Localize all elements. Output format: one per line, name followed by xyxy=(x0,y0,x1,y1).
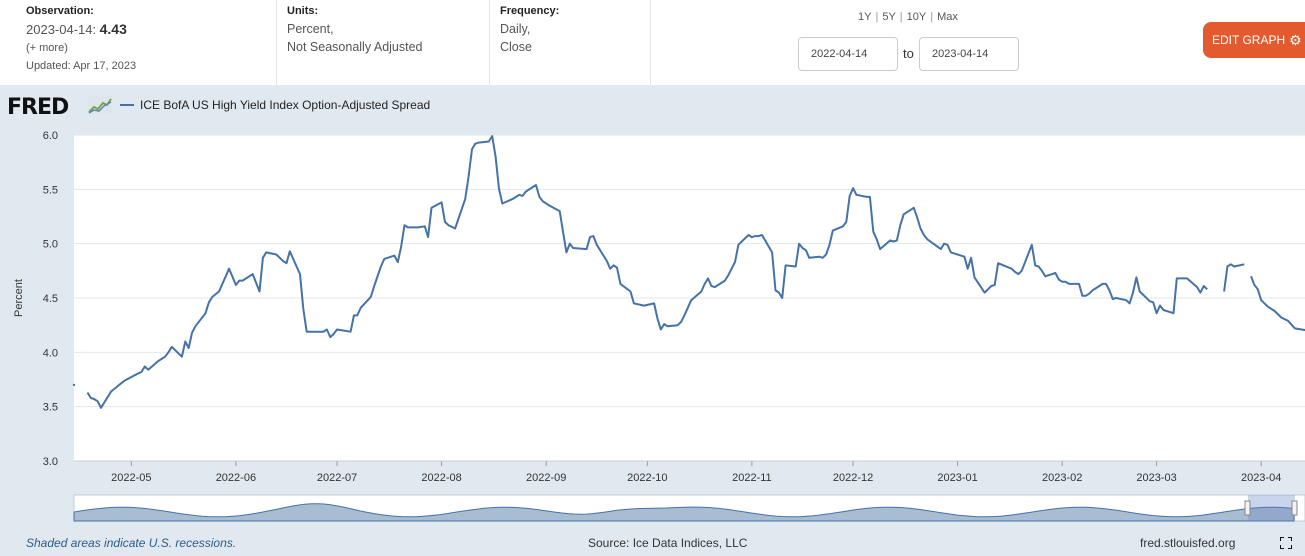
range-separator: | xyxy=(899,11,903,23)
units-panel: Units: Percent, Not Seasonally Adjusted xyxy=(277,0,490,85)
fullscreen-icon[interactable] xyxy=(1280,537,1292,549)
graph-panel: 3.0 3.5 4.0 4.5 5.0 5.5 6.0 2022-05 2022-06 2022-… xyxy=(0,85,1305,556)
start-date-input[interactable] xyxy=(798,37,898,71)
x-tick-label: 2022-08 xyxy=(421,472,461,484)
frequency-line-2: Close xyxy=(500,40,532,54)
x-tick-label: 2023-02 xyxy=(1042,472,1082,484)
x-tick-label: 2022-10 xyxy=(627,472,667,484)
navigator-handle-left xyxy=(1244,500,1251,516)
y-tick-label: 6.0 xyxy=(43,130,58,142)
legend-label: ICE BofA US High Yield Index Option-Adju… xyxy=(140,98,431,112)
observation-label: Observation: xyxy=(26,5,94,17)
fred-logo-chart-icon xyxy=(88,96,112,114)
legend[interactable]: ICE BofA US High Yield Index Option-Adju… xyxy=(120,98,430,112)
x-tick-label: 2022-11 xyxy=(732,472,772,484)
y-tick-label: 4.0 xyxy=(43,347,58,359)
series-line xyxy=(86,135,1208,409)
gear-icon: ⚙ xyxy=(1289,31,1302,48)
x-tick-label: 2022-12 xyxy=(833,472,873,484)
x-tick-label: 2022-06 xyxy=(216,472,256,484)
x-tick-label: 2023-04 xyxy=(1241,472,1281,484)
observation-date: 2023-04-14: xyxy=(26,22,97,37)
units-label: Units: xyxy=(287,5,319,17)
units-line-2: Not Seasonally Adjusted xyxy=(287,40,423,54)
chart-svg: 3.0 3.5 4.0 4.5 5.0 5.5 6.0 2022-05 2022-06 2022-… xyxy=(13,130,1305,522)
source-note: Source: Ice Data Indices, LLC xyxy=(588,536,748,550)
x-tick-label: 2022-05 xyxy=(111,472,151,484)
range-separator: | xyxy=(930,11,934,23)
recession-note: Shaded areas indicate U.S. recessions. xyxy=(26,536,237,550)
x-tick-label: 2023-03 xyxy=(1136,472,1176,484)
range-5y-button[interactable]: 5Y xyxy=(882,11,896,23)
range-separator: | xyxy=(875,11,879,23)
y-tick-label: 5.0 xyxy=(43,239,58,251)
range-10y-button[interactable]: 10Y xyxy=(906,11,927,23)
navigator-area xyxy=(73,503,1295,522)
edit-graph-label: EDIT GRAPH xyxy=(1212,33,1286,47)
units-line-1: Percent, xyxy=(287,22,334,36)
range-max-button[interactable]: Max xyxy=(937,11,958,23)
fred-logo[interactable]: FRED xyxy=(7,95,69,120)
y-tick-label: 3.0 xyxy=(43,456,58,468)
x-tick-label: 2022-09 xyxy=(526,472,566,484)
more-observations-link[interactable]: (+ more) xyxy=(26,42,68,54)
updated-date: Updated: Apr 17, 2023 xyxy=(26,60,137,72)
observation-panel: Observation: 2023-04-14: 4.43 (+ more) U… xyxy=(16,0,277,85)
series-line xyxy=(1250,275,1305,332)
x-tick-label: 2023-01 xyxy=(937,472,977,484)
range-1y-button[interactable]: 1Y xyxy=(858,11,872,23)
navigator-handle-right xyxy=(1291,500,1298,516)
frequency-panel: Frequency: Daily, Close xyxy=(490,0,651,85)
x-tick-label: 2022-07 xyxy=(317,472,357,484)
date-range-to-label: to xyxy=(903,46,914,61)
frequency-line-1: Daily, xyxy=(500,22,531,36)
series-point xyxy=(72,383,76,387)
y-axis-label: Percent xyxy=(13,279,25,317)
y-tick-label: 5.5 xyxy=(43,184,58,196)
fred-url[interactable]: fred.stlouisfed.org xyxy=(1140,536,1236,550)
y-tick-label: 4.5 xyxy=(43,293,58,305)
range-selector: 1Y | 5Y | 10Y | Max xyxy=(858,11,958,23)
legend-swatch xyxy=(120,104,134,106)
end-date-input[interactable] xyxy=(919,37,1019,71)
series-line xyxy=(1223,263,1245,292)
y-tick-label: 3.5 xyxy=(43,402,58,414)
frequency-label: Frequency: xyxy=(500,5,560,17)
observation-value: 4.43 xyxy=(99,21,127,37)
edit-graph-button[interactable]: EDIT GRAPH ⚙ xyxy=(1203,22,1305,58)
navigator-selection xyxy=(1248,495,1295,521)
